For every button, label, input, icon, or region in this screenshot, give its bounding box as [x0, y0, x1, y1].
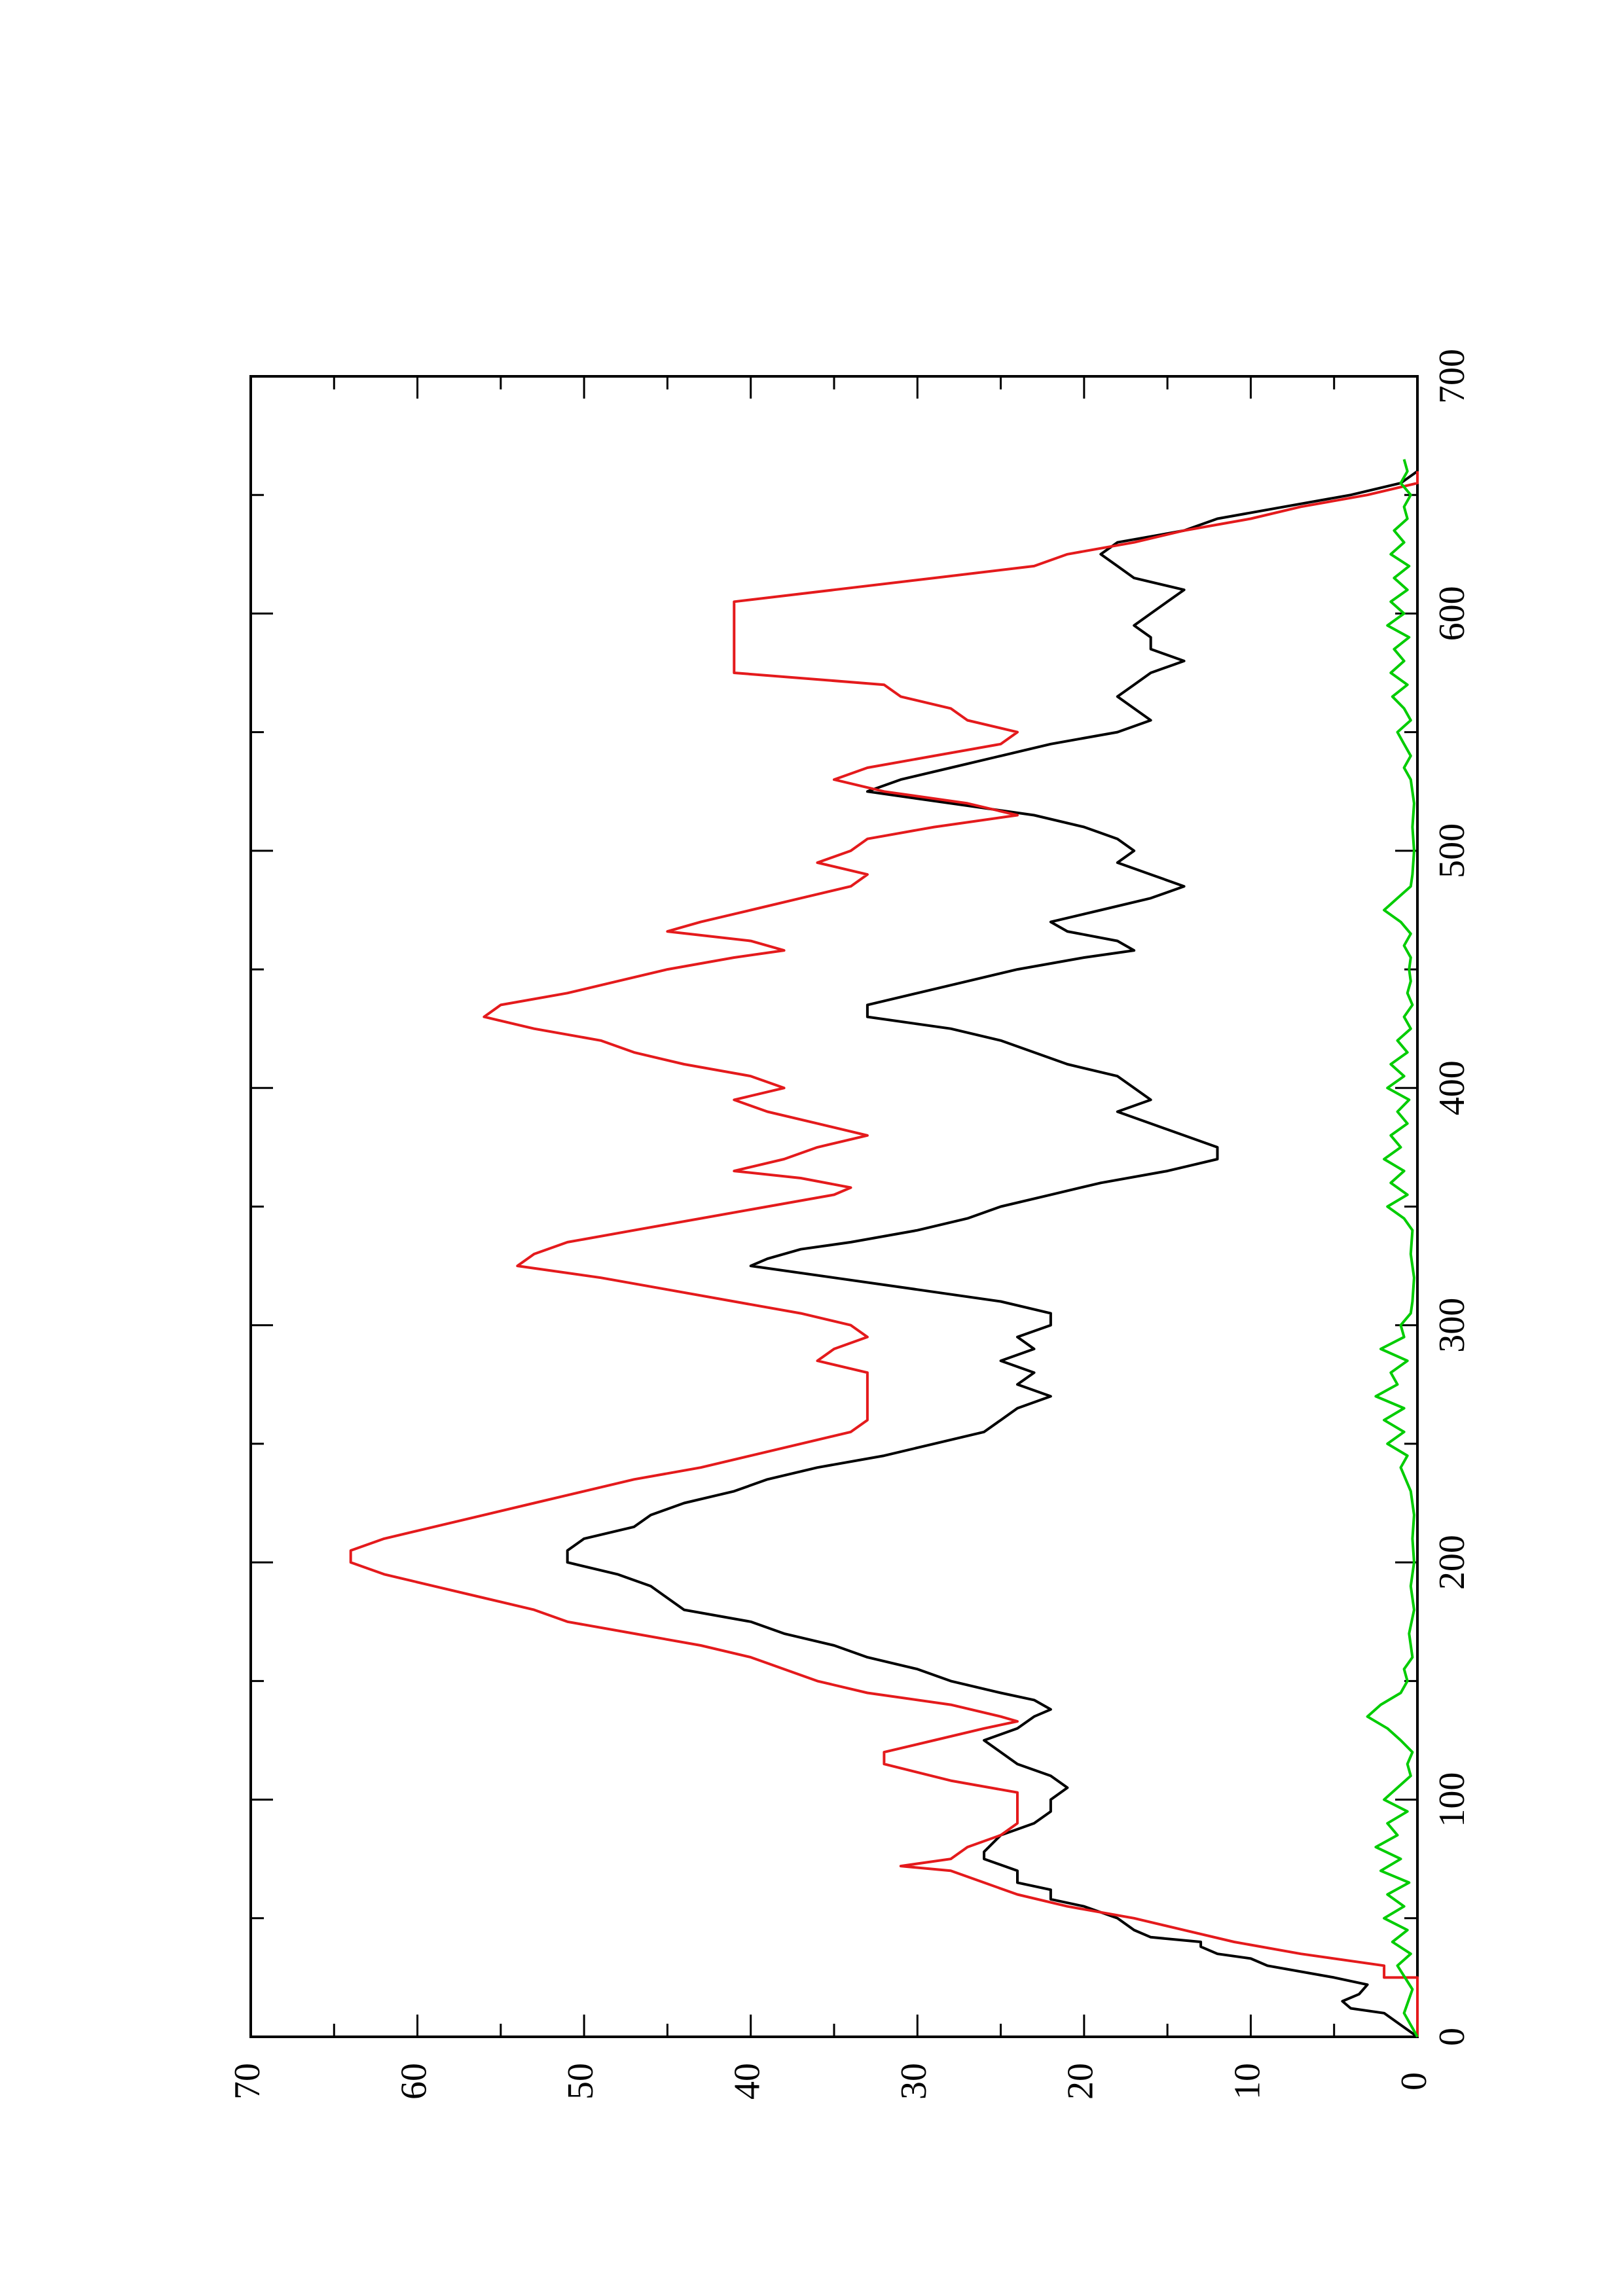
axis-ticks: [249, 375, 1419, 2038]
x-tick-label: 700: [1432, 349, 1472, 404]
axis-tick-labels: 0 100 200 300 400 500 600 700 0 10 20 30 40 50 60 70: [227, 349, 1472, 2100]
y-tick-label: 0: [1394, 2072, 1434, 2090]
y-tick-label: 40: [727, 2063, 768, 2100]
series-line-1: [566, 459, 1419, 2038]
plot-frame: [249, 375, 1419, 2038]
data-series: [349, 459, 1419, 2038]
y-tick-label: 50: [560, 2063, 601, 2100]
y-tick-label: 60: [393, 2063, 434, 2100]
y-tick-label: 30: [894, 2063, 934, 2100]
x-tick-label: 100: [1432, 1772, 1472, 1827]
series-line-2: [349, 471, 1419, 2037]
x-tick-label: 300: [1432, 1298, 1472, 1353]
x-tick-label: 600: [1432, 586, 1472, 641]
y-tick-label: 10: [1227, 2063, 1267, 2100]
y-tick-label: 20: [1061, 2063, 1101, 2100]
x-tick-label: 500: [1432, 823, 1472, 878]
x-tick-label: 200: [1432, 1535, 1472, 1590]
y-tick-label: 70: [227, 2063, 268, 2100]
series-line-3: [1366, 459, 1419, 2037]
x-tick-label: 0: [1432, 2028, 1472, 2046]
x-tick-label: 400: [1432, 1060, 1472, 1115]
